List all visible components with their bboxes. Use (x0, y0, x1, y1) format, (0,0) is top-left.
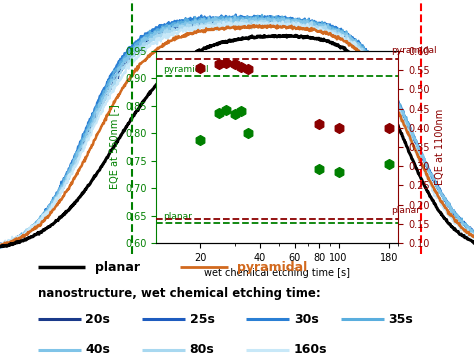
Text: pyramidal: pyramidal (164, 65, 209, 74)
Point (237, 65, 245, 70)
Point (197, 138, 204, 143)
Text: 25s: 25s (190, 313, 214, 326)
Point (222, 107, 230, 113)
Point (231, 61, 239, 67)
Text: pyramidal: pyramidal (237, 261, 307, 274)
Text: pyramidal: pyramidal (392, 46, 437, 56)
Text: planar: planar (164, 212, 192, 221)
Y-axis label: EQE at 550nm [-]: EQE at 550nm [-] (109, 105, 119, 189)
Point (216, 61, 223, 67)
Point (335, 125, 342, 131)
Text: planar: planar (392, 206, 420, 215)
Text: 80s: 80s (190, 343, 214, 356)
Point (245, 130, 252, 136)
Text: nanostructure, wet chemical etching time:: nanostructure, wet chemical etching time… (38, 287, 321, 300)
Point (216, 111, 223, 117)
Text: 160s: 160s (294, 343, 328, 356)
Point (197, 65, 204, 71)
Text: 40s: 40s (85, 343, 110, 356)
Point (316, 166, 323, 172)
Point (385, 160, 393, 166)
Y-axis label: EQE at 1100nm: EQE at 1100nm (435, 109, 445, 185)
Point (222, 60, 230, 66)
Text: 35s: 35s (389, 313, 413, 326)
Point (335, 169, 342, 175)
Point (231, 111, 239, 117)
Point (316, 121, 323, 127)
Point (237, 109, 245, 114)
Point (385, 125, 393, 131)
Text: 20s: 20s (85, 313, 110, 326)
X-axis label: wet chemical etching time [s]: wet chemical etching time [s] (204, 269, 350, 278)
Text: planar: planar (95, 261, 140, 274)
Point (245, 66, 252, 72)
Text: 30s: 30s (294, 313, 319, 326)
